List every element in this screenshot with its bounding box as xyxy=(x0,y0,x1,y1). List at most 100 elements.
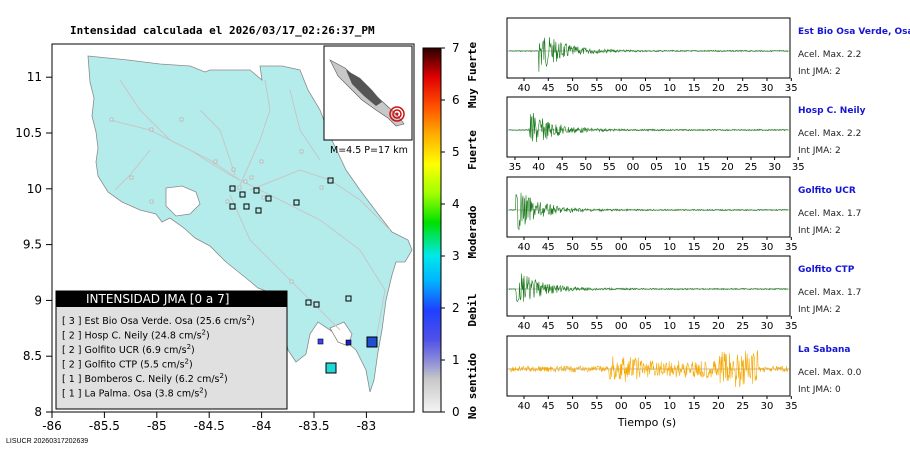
station-name: Golfito UCR xyxy=(798,186,856,196)
time-tick-label: 25 xyxy=(745,162,758,173)
time-tick-label: 15 xyxy=(688,242,701,253)
time-tick-label: 45 xyxy=(542,401,555,412)
station-accel: Acel. Max. 2.2 xyxy=(798,50,861,60)
time-tick-label: 10 xyxy=(674,162,687,173)
time-tick-label: 10 xyxy=(663,321,676,332)
time-tick-label: 35 xyxy=(785,321,798,332)
station-jma: Int JMA: 2 xyxy=(798,146,841,156)
time-tick-label: 45 xyxy=(542,321,555,332)
waveform xyxy=(508,112,789,143)
station-jma: Int JMA: 2 xyxy=(798,67,841,77)
time-tick-label: 25 xyxy=(736,83,749,94)
time-tick-label: 40 xyxy=(518,401,531,412)
time-tick-label: 25 xyxy=(736,242,749,253)
waveform xyxy=(508,37,789,72)
scale-category-label: Moderado xyxy=(466,205,479,258)
time-tick-label: 40 xyxy=(532,162,545,173)
time-tick-label: 15 xyxy=(688,321,701,332)
waveform xyxy=(508,350,789,388)
lon-tick-label: -86 xyxy=(42,419,62,433)
time-tick-label: 35 xyxy=(785,242,798,253)
trace-panel: 40 45 50 55 00 05 10 15 20 25 30 35 Golfito UCR Acel.… xyxy=(506,176,861,253)
station-hosp-c-neily-square[interactable] xyxy=(366,336,378,348)
time-tick-label: 30 xyxy=(761,242,774,253)
time-tick-label: 35 xyxy=(785,401,798,412)
intensity-legend: INTENSIDAD JMA [0 a 7] [ 3 ] Est Bio Osa… xyxy=(55,290,288,410)
time-tick-label: 55 xyxy=(603,162,616,173)
time-tick-label: 20 xyxy=(712,401,725,412)
time-tick-label: 35 xyxy=(785,83,798,94)
station-golfito-square[interactable] xyxy=(317,338,324,345)
time-tick-label: 40 xyxy=(518,83,531,94)
time-tick-label: 15 xyxy=(697,162,710,173)
time-tick-label: 20 xyxy=(721,162,734,173)
station-accel: Acel. Max. 1.7 xyxy=(798,288,861,298)
time-tick-label: 55 xyxy=(591,83,604,94)
lat-tick-label: 8 xyxy=(34,405,42,419)
legend-item: [ 2 ] Golfito UCR (6.9 cm/s2) xyxy=(62,343,195,356)
station-name: La Sabana xyxy=(798,345,851,355)
station-jma: Int JMA: 2 xyxy=(798,305,841,315)
time-tick-label: 25 xyxy=(736,321,749,332)
time-tick-label: 05 xyxy=(639,242,652,253)
time-tick-label: 55 xyxy=(591,401,604,412)
legend-item: [ 2 ] Golfito CTP (5.5 cm/s2) xyxy=(62,358,193,371)
scale-tick-label: 7 xyxy=(452,41,460,55)
quake-magnitude-depth: M=4.5 P=17 km xyxy=(330,145,408,156)
station-golfito-ctp-square[interactable] xyxy=(345,339,352,346)
time-tick-label: 45 xyxy=(542,242,555,253)
lon-tick-label: -85 xyxy=(147,419,167,433)
time-tick-label: 45 xyxy=(542,83,555,94)
time-tick-label: 35 xyxy=(792,162,805,173)
time-tick-label: 00 xyxy=(615,401,628,412)
legend-item: [ 2 ] Hosp C. Neily (24.8 cm/s2) xyxy=(62,329,210,342)
time-tick-label: 50 xyxy=(566,401,579,412)
time-tick-label: 30 xyxy=(761,401,774,412)
lon-tick-label: -84 xyxy=(252,419,272,433)
scale-category-label: Muy Fuerte xyxy=(466,42,479,109)
trace-panel: 35 40 45 50 55 00 05 10 15 20 25 30 35 Hosp C. Neily A… xyxy=(506,96,866,173)
lat-tick-label: 9.5 xyxy=(23,238,42,252)
time-tick-label: 20 xyxy=(712,242,725,253)
legend-item: [ 1 ] La Palma. Osa (3.8 cm/s2) xyxy=(62,387,207,400)
trace-panel: 40 45 50 55 00 05 10 15 20 25 30 35 Est Bio Osa Verd… xyxy=(506,17,910,94)
time-tick-label: 20 xyxy=(712,321,725,332)
time-tick-label: 30 xyxy=(761,321,774,332)
lon-tick-label: -85.5 xyxy=(89,419,120,433)
time-tick-label: 10 xyxy=(663,401,676,412)
station-name: Est Bio Osa Verde, Osa xyxy=(798,27,910,37)
station-accel: Acel. Max. 0.0 xyxy=(798,368,862,378)
station-squares[interactable] xyxy=(229,177,352,308)
time-tick-label: 20 xyxy=(712,83,725,94)
time-tick-label: 50 xyxy=(566,83,579,94)
trace-panel: 40 45 50 55 00 05 10 15 20 25 30 35 La Sabana Acel. M… xyxy=(506,335,862,412)
time-tick-label: 05 xyxy=(639,321,652,332)
time-tick-label: 05 xyxy=(650,162,663,173)
time-tick-label: 50 xyxy=(566,242,579,253)
station-accel: Acel. Max. 1.7 xyxy=(798,209,861,219)
scale-tick-label: 6 xyxy=(452,93,460,107)
scale-category-label: Debil xyxy=(466,293,479,326)
color-bar xyxy=(422,47,442,413)
nicoya-gulf xyxy=(165,185,201,217)
scale-category-label: Fuerte xyxy=(466,130,479,170)
lon-tick-label: -84.5 xyxy=(194,419,225,433)
lat-tick-label: 11 xyxy=(27,70,42,84)
time-tick-label: 10 xyxy=(663,83,676,94)
time-tick-label: 50 xyxy=(579,162,592,173)
page-title: Intensidad calculada el 2026/03/17_02:26… xyxy=(70,24,375,37)
scale-tick-label: 2 xyxy=(452,301,460,315)
station-est-bio-osa-square[interactable] xyxy=(325,362,337,374)
legend-item: [ 3 ] Est Bio Osa Verde. Osa (25.6 cm/s2… xyxy=(62,314,255,327)
footer-id: LISUCR 20260317202639 xyxy=(6,438,89,445)
time-tick-label: 00 xyxy=(627,162,640,173)
lon-tick-label: -83 xyxy=(357,419,377,433)
time-tick-label: 40 xyxy=(518,242,531,253)
scale-tick-label: 0 xyxy=(452,405,460,419)
station-jma: Int JMA: 2 xyxy=(798,226,841,236)
station-name: Hosp C. Neily xyxy=(798,106,866,116)
scale-tick-label: 4 xyxy=(452,197,460,211)
time-tick-label: 35 xyxy=(509,162,522,173)
